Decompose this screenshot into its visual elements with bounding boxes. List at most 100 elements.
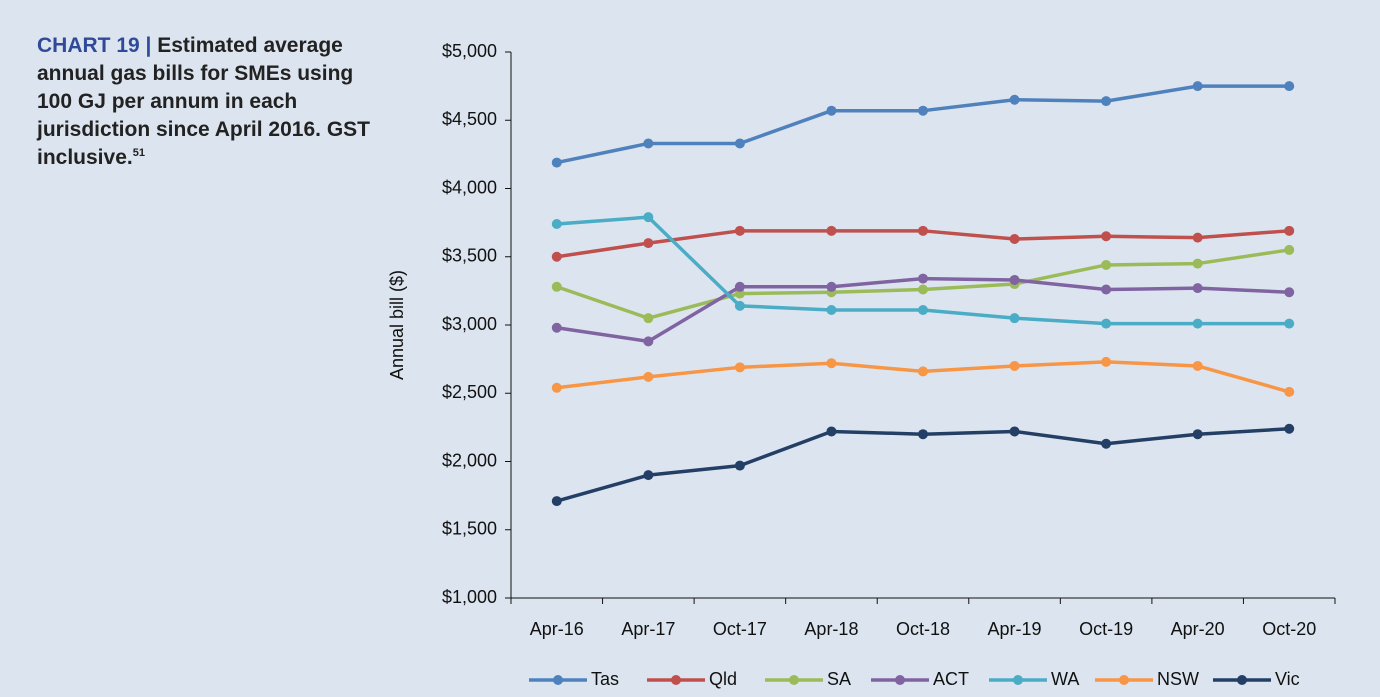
y-tick-label: $3,000 (442, 314, 497, 334)
legend-marker (895, 675, 905, 685)
point (643, 313, 654, 324)
point (734, 300, 745, 311)
point (551, 322, 562, 333)
legend-marker (1013, 675, 1023, 685)
point (1284, 244, 1295, 255)
point (826, 304, 837, 315)
point (1101, 96, 1112, 107)
point (826, 225, 837, 236)
point (918, 273, 928, 284)
point (734, 362, 745, 373)
point (734, 138, 745, 149)
point (1284, 386, 1295, 397)
legend-marker (553, 675, 563, 685)
point (551, 496, 562, 507)
point (1101, 318, 1112, 329)
point (551, 251, 562, 262)
point (826, 105, 837, 116)
x-tick-label: Apr-18 (804, 619, 858, 639)
point (1101, 231, 1112, 242)
point (643, 212, 654, 223)
point (1009, 234, 1020, 245)
x-tick-label: Apr-16 (530, 619, 584, 639)
y-tick-label: $4,000 (442, 177, 497, 197)
point (734, 281, 745, 292)
series-line (556, 84, 1290, 165)
point (551, 382, 562, 393)
point (1009, 274, 1020, 285)
point (1009, 426, 1020, 437)
caption-text: Estimated average annual gas bills for S… (37, 34, 370, 169)
point (643, 371, 654, 382)
point (734, 225, 745, 236)
point (1192, 283, 1203, 294)
series-line (556, 360, 1290, 394)
point (826, 281, 837, 292)
point (1101, 356, 1112, 367)
series-line (556, 426, 1290, 503)
legend-label: Qld (709, 669, 737, 689)
y-tick-label: $4,500 (442, 109, 497, 129)
y-tick-label: $1,500 (442, 519, 497, 539)
legend-label: NSW (1157, 669, 1199, 689)
point (643, 336, 654, 347)
x-tick-label: Oct-18 (896, 619, 950, 639)
y-axis-label: Annual bill ($) (387, 270, 407, 380)
point (918, 366, 928, 377)
point (1284, 318, 1295, 329)
point (1009, 94, 1020, 105)
point (1101, 438, 1112, 449)
legend-label: Vic (1275, 669, 1300, 689)
point (918, 304, 928, 315)
caption-label: CHART 19 | (37, 34, 152, 57)
point (1009, 360, 1020, 371)
caption: CHART 19 | Estimated average annual gas … (37, 32, 377, 172)
point (1192, 258, 1203, 269)
point (918, 225, 928, 236)
x-tick-label: Oct-20 (1262, 619, 1316, 639)
x-tick-label: Apr-17 (621, 619, 675, 639)
point (826, 358, 837, 369)
point (551, 281, 562, 292)
x-tick-label: Oct-19 (1079, 619, 1133, 639)
point (918, 429, 928, 440)
point (1101, 284, 1112, 295)
point (918, 105, 928, 116)
point (643, 470, 654, 481)
legend-label: Tas (591, 669, 619, 689)
point (918, 284, 928, 295)
legend-label: SA (827, 669, 851, 689)
footnote: 51 (132, 147, 145, 159)
legend-marker (789, 675, 799, 685)
y-tick-label: $1,000 (442, 587, 497, 607)
point (1192, 429, 1203, 440)
point (1284, 225, 1295, 236)
point (1284, 81, 1295, 92)
y-tick-label: $3,500 (442, 246, 497, 266)
legend-marker (671, 675, 681, 685)
legend-marker (1237, 675, 1247, 685)
point (643, 238, 654, 249)
point (1192, 232, 1203, 243)
y-tick-label: $2,000 (442, 450, 497, 470)
point (643, 138, 654, 149)
point (1009, 313, 1020, 324)
point (734, 460, 745, 471)
legend-label: WA (1051, 669, 1079, 689)
point (551, 157, 562, 168)
point (1192, 81, 1203, 92)
x-tick-label: Apr-20 (1171, 619, 1225, 639)
point (826, 426, 837, 437)
x-tick-label: Oct-17 (713, 619, 767, 639)
legend-marker (1119, 675, 1129, 685)
x-tick-label: Apr-19 (988, 619, 1042, 639)
y-tick-label: $2,500 (442, 382, 497, 402)
point (551, 218, 562, 229)
legend-label: ACT (933, 669, 969, 689)
point (1284, 423, 1295, 434)
y-tick-label: $5,000 (442, 41, 497, 61)
point (1192, 360, 1203, 371)
point (1192, 318, 1203, 329)
